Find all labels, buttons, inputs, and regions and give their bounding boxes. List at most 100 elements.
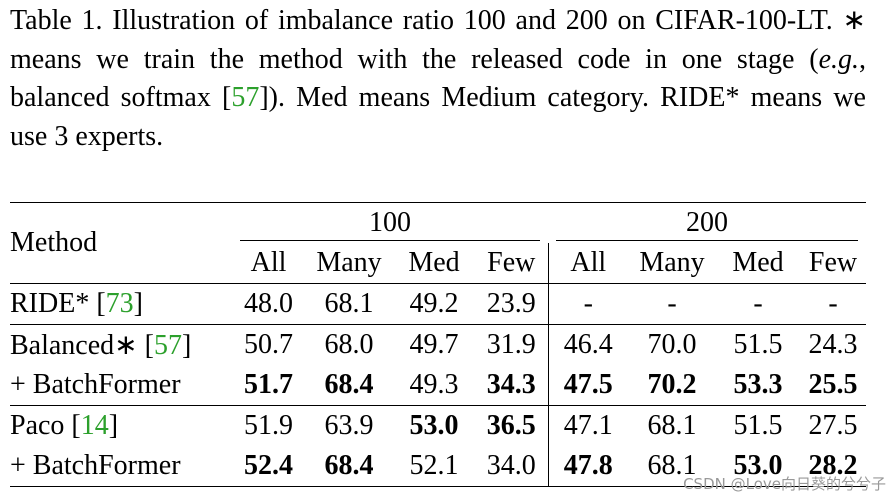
value-cell: - <box>800 283 866 325</box>
value: 63.9 <box>324 410 374 441</box>
group-label: 100 <box>240 206 540 241</box>
value: 49.2 <box>409 288 459 319</box>
value-cell: 47.1 <box>547 405 628 446</box>
value-cell: 51.9 <box>232 405 305 446</box>
value-cell: 46.4 <box>547 324 628 365</box>
citation: 14 <box>80 410 109 441</box>
value: 28.2 <box>808 450 858 481</box>
value-cell: 49.7 <box>393 324 475 365</box>
value-cell: 51.5 <box>716 405 800 446</box>
value: 70.0 <box>647 329 697 360</box>
value: 50.7 <box>244 329 293 360</box>
value-cell: 68.4 <box>305 365 393 406</box>
text-span: Paco [ <box>10 410 81 441</box>
column-header: Med <box>408 247 460 278</box>
text-span: ] <box>108 410 119 441</box>
value: 34.0 <box>486 450 536 481</box>
column-header: All <box>547 243 628 284</box>
value: 25.5 <box>808 369 858 400</box>
data-row: RIDE* [73] 48.0 68.1 49.2 23.9 - - - - <box>10 283 866 325</box>
subheader-row: All Many Med Few All Many Med Few <box>10 243 866 284</box>
data-row: + BatchFormer 51.7 68.4 49.3 34.3 47.5 70.2 53.… <box>10 365 866 406</box>
value-cell: - <box>547 283 628 325</box>
value: 51.5 <box>733 410 783 441</box>
value: 51.7 <box>244 369 293 400</box>
value-cell: 51.5 <box>716 324 800 365</box>
method-cell: + BatchFormer <box>10 446 232 487</box>
value-cell: 47.8 <box>547 446 628 487</box>
value-cell: 34.0 <box>475 446 548 487</box>
value-cell: 53.3 <box>716 365 800 406</box>
column-header: All <box>250 247 287 278</box>
value: 68.1 <box>647 450 697 481</box>
value-cell: - <box>628 283 716 325</box>
value: 70.2 <box>647 369 697 400</box>
value-cell: 51.7 <box>232 365 305 406</box>
header-row: Method 100 200 <box>10 203 866 258</box>
value: 23.9 <box>486 288 536 319</box>
value: 31.9 <box>486 329 536 360</box>
value-cell: 31.9 <box>475 324 548 365</box>
value: 51.5 <box>733 329 783 360</box>
value: - <box>667 288 677 319</box>
value: 52.4 <box>244 450 293 481</box>
text-span: + BatchFormer <box>10 369 181 400</box>
text-span: Balanced∗ [ <box>10 330 154 361</box>
value-cell: 68.4 <box>305 446 393 487</box>
text-span: e.g. <box>818 43 859 75</box>
value-cell: 49.3 <box>393 365 475 406</box>
text-span: ]). Med means Medium category. RIDE* mea… <box>10 82 866 152</box>
watermark: CSDN @Love向日葵的兮兮子 <box>683 475 886 493</box>
method-cell: + BatchFormer <box>10 365 232 406</box>
value: 24.3 <box>808 329 858 360</box>
value: - <box>828 288 838 319</box>
group-label: 200 <box>556 206 858 241</box>
value-cell: 68.0 <box>305 324 393 365</box>
value: 46.4 <box>563 329 613 360</box>
value-cell: 70.2 <box>628 365 716 406</box>
column-header: Few <box>808 247 858 278</box>
value-cell: 53.0 <box>716 446 800 487</box>
text-span: Table 1. Illustration of imbalance ratio… <box>10 5 866 75</box>
value-cell: 52.1 <box>393 446 475 487</box>
method-cell: Paco [14] <box>10 405 232 446</box>
value-cell: 68.1 <box>305 283 393 325</box>
value: 68.1 <box>647 410 697 441</box>
value-cell: 34.3 <box>475 365 548 406</box>
value: 68.0 <box>324 329 374 360</box>
citation: 57 <box>153 330 182 361</box>
method-cell: RIDE* [73] <box>10 283 232 325</box>
value-cell: 53.0 <box>393 405 475 446</box>
method-cell: Balanced∗ [57] <box>10 324 232 365</box>
value-cell: 36.5 <box>475 405 548 446</box>
text-span: ] <box>133 288 143 319</box>
group-header: 100 <box>232 203 548 244</box>
text-span: ] <box>181 330 192 361</box>
value: 47.1 <box>563 410 613 441</box>
value: 49.3 <box>409 369 459 400</box>
value-cell: 47.5 <box>547 365 628 406</box>
value: 53.0 <box>409 410 459 441</box>
value: 47.8 <box>563 450 613 481</box>
value-cell: 68.1 <box>628 405 716 446</box>
data-row: + BatchFormer 52.4 68.4 52.1 34.0 47.8 68.1 53.… <box>10 446 866 487</box>
value: 68.1 <box>324 288 374 319</box>
citation: 57 <box>231 82 260 113</box>
value-cell: 68.1 <box>628 446 716 487</box>
citation: 73 <box>105 288 134 319</box>
value-cell: 28.2 <box>800 446 866 487</box>
value-cell: 52.4 <box>232 446 305 487</box>
value: 36.5 <box>486 410 536 441</box>
value: 49.7 <box>409 329 459 360</box>
value: 34.3 <box>486 369 536 400</box>
results-table: Method 100 200 All Many Med Few All Many Med Few RI… <box>10 202 866 487</box>
data-row: Balanced∗ [57] 50.7 68.0 49.7 31.9 46.4 70.0 51… <box>10 324 866 365</box>
text-span: + BatchFormer <box>10 450 181 481</box>
column-header: Many <box>316 247 382 278</box>
table-caption: Table 1. Illustration of imbalance ratio… <box>10 2 866 156</box>
group-header: 200 <box>548 203 866 244</box>
value-cell: 48.0 <box>232 283 305 325</box>
data-row: Paco [14] 51.9 63.9 53.0 36.5 47.1 68.1 51.5 27.… <box>10 405 866 446</box>
value: 52.1 <box>409 450 459 481</box>
